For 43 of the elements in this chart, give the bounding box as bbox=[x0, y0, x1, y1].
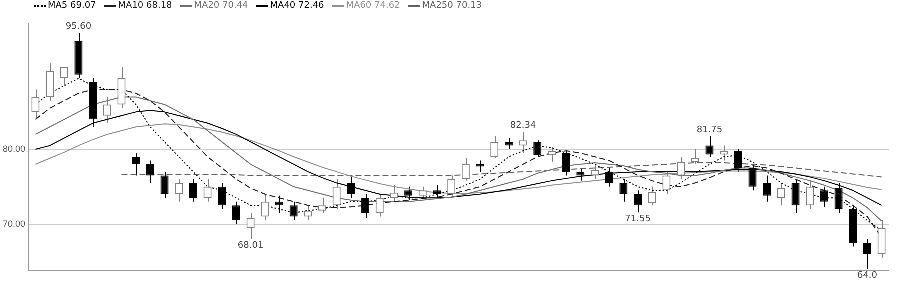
annotation: 82.34 bbox=[510, 120, 536, 131]
candlestick bbox=[160, 171, 169, 199]
candlestick bbox=[376, 194, 384, 218]
y-tick-label: 80.00 bbox=[2, 144, 26, 154]
candlestick bbox=[706, 136, 714, 158]
legend-label: MA20 70.44 bbox=[194, 1, 248, 11]
legend-label: MA40 72.46 bbox=[270, 1, 324, 11]
candlestick bbox=[218, 182, 226, 210]
candlestick bbox=[720, 145, 728, 162]
candlestick bbox=[404, 186, 413, 201]
candlestick bbox=[562, 150, 570, 176]
candlestick bbox=[448, 175, 456, 196]
candlestick bbox=[806, 180, 814, 210]
annotation: 64.0 bbox=[857, 270, 878, 281]
candlestick bbox=[261, 194, 270, 222]
candlestick bbox=[734, 149, 742, 172]
candlestick bbox=[748, 164, 757, 192]
candlestick bbox=[548, 146, 556, 163]
candlestick bbox=[362, 194, 370, 219]
annotation: 95.60 bbox=[66, 22, 92, 32]
annotation: 81.75 bbox=[696, 125, 723, 136]
legend-label: MA10 68.18 bbox=[118, 1, 172, 11]
candlestick bbox=[390, 184, 398, 202]
candlestick bbox=[662, 171, 671, 195]
candlestick bbox=[318, 198, 327, 214]
candlestick bbox=[433, 184, 442, 199]
annotation: 71.55 bbox=[625, 214, 651, 225]
candlestick bbox=[462, 158, 470, 182]
candlestick bbox=[792, 178, 800, 214]
annotation: 68.01 bbox=[238, 240, 264, 251]
candlestick bbox=[32, 89, 40, 120]
candlestick bbox=[519, 132, 528, 154]
legend-label: MA60 74.62 bbox=[346, 1, 400, 11]
legend-label: MA5 69.07 bbox=[48, 1, 96, 11]
candlestick bbox=[504, 138, 513, 150]
candlestick bbox=[534, 140, 542, 158]
legend-label: MA250 70.13 bbox=[422, 1, 482, 11]
candlestick bbox=[232, 201, 240, 225]
candlestick bbox=[189, 178, 198, 202]
candlestick bbox=[490, 136, 499, 160]
candlestick bbox=[332, 178, 341, 210]
candlestick bbox=[677, 156, 686, 180]
y-tick-label: 70.00 bbox=[2, 218, 26, 229]
